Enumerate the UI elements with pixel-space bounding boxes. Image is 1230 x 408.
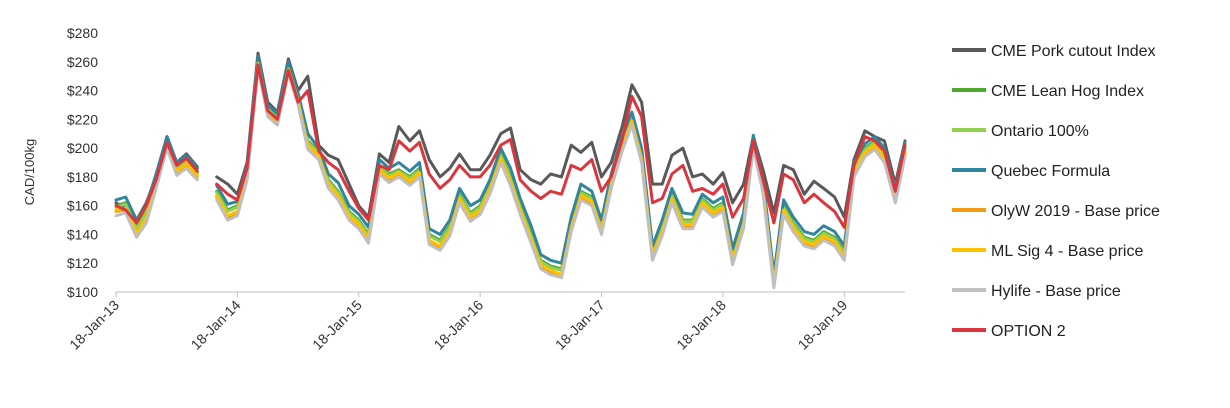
x-tick-label: 18-Jan-19 (795, 297, 851, 353)
y-tick-label: $260 (67, 54, 98, 70)
y-tick-label: $120 (67, 255, 98, 271)
x-tick-label: 18-Jan-13 (66, 297, 122, 353)
series-line (114, 54, 907, 277)
y-axis: $100 $120 $140 $160 $180 $200 $220 $240 $260 $280 (67, 25, 98, 300)
legend-label: CME Lean Hog Index (991, 83, 1144, 100)
x-tick-label: 18-Jan-15 (309, 297, 365, 353)
y-axis-label: CAD/100kg (22, 139, 37, 205)
legend-label: OlyW 2019 - Base price (991, 203, 1160, 220)
x-tick-label: 18-Jan-16 (430, 297, 486, 353)
series-lines (114, 51, 907, 290)
y-tick-label: $200 (67, 140, 98, 156)
y-tick-label: $100 (67, 284, 98, 300)
y-tick-label: $140 (67, 226, 98, 242)
legend-label: Quebec Formula (991, 163, 1110, 180)
legend: CME Pork cutout Index CME Lean Hog Index O… (952, 43, 1160, 340)
y-tick-label: $280 (67, 25, 98, 41)
x-tick-label: 18-Jan-14 (188, 297, 244, 353)
y-tick-label: $220 (67, 111, 98, 127)
series-line (114, 63, 907, 229)
legend-label: OPTION 2 (991, 323, 1066, 340)
legend-label: CME Pork cutout Index (991, 43, 1156, 60)
x-tick-label: 18-Jan-17 (552, 297, 608, 353)
y-tick-label: $240 (67, 83, 98, 99)
legend-label: ML Sig 4 - Base price (991, 243, 1143, 260)
x-axis: 18-Jan-13 18-Jan-14 18-Jan-15 18-Jan-16 18-J… (66, 291, 905, 353)
x-tick-label: 18-Jan-18 (673, 297, 729, 353)
legend-label: Ontario 100% (991, 123, 1089, 140)
series-line (114, 66, 907, 290)
y-tick-label: $180 (67, 169, 98, 185)
series-line (114, 51, 907, 222)
legend-label: Hylife - Base price (991, 283, 1121, 300)
y-tick-label: $160 (67, 198, 98, 214)
